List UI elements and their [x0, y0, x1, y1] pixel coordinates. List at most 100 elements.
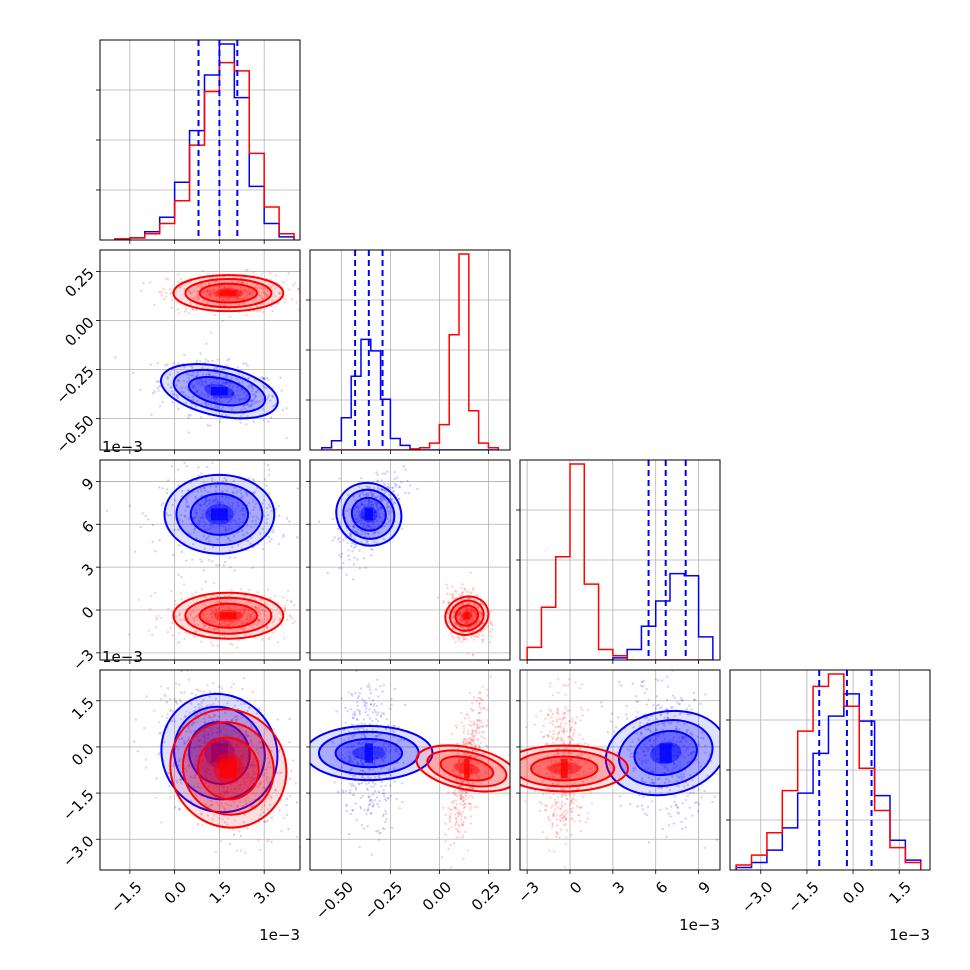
- blue-point: [352, 525, 355, 529]
- red-point: [195, 773, 198, 777]
- blue-point: [155, 380, 158, 383]
- blue-point: [374, 510, 377, 513]
- red-point: [481, 698, 484, 702]
- blue-point: [249, 740, 253, 743]
- blue-point: [166, 479, 170, 482]
- red-point: [217, 607, 220, 611]
- blue-point: [183, 741, 187, 745]
- blue-point: [236, 718, 239, 721]
- red-point: [470, 613, 474, 617]
- blue-point: [356, 520, 360, 524]
- x-tick-label: 0.25: [468, 878, 504, 914]
- blue-point: [141, 512, 144, 515]
- blue-point: [382, 482, 386, 485]
- y-tick-label: 0.0: [68, 740, 98, 770]
- red-point: [463, 637, 466, 641]
- red-point: [249, 738, 253, 742]
- x-tick-label: 6: [652, 878, 671, 897]
- red-point: [474, 634, 477, 638]
- blue-point: [229, 504, 232, 508]
- red-point: [237, 740, 240, 744]
- blue-point: [352, 546, 356, 549]
- blue-point: [347, 760, 351, 763]
- red-point: [203, 625, 206, 628]
- blue-point: [380, 521, 384, 524]
- red-point: [470, 625, 474, 628]
- red-point: [235, 621, 238, 624]
- blue-point: [676, 701, 679, 704]
- red-point: [458, 604, 461, 607]
- blue-point: [243, 390, 247, 393]
- blue-point: [360, 521, 363, 525]
- blue-point: [229, 520, 232, 524]
- red-point: [212, 681, 215, 685]
- red-point: [461, 593, 464, 596]
- red-point: [235, 605, 238, 608]
- red-peak: [464, 758, 470, 779]
- red-point: [222, 786, 225, 789]
- red-point: [194, 709, 197, 712]
- blue-point: [158, 654, 160, 656]
- red-point: [461, 785, 465, 788]
- red-point: [470, 739, 474, 742]
- blue-point: [245, 397, 248, 401]
- red-point: [235, 756, 239, 759]
- red-point: [191, 776, 194, 779]
- red-point: [262, 287, 265, 291]
- red-point: [463, 737, 466, 741]
- blue-point: [383, 797, 387, 801]
- blue-point: [661, 679, 664, 682]
- red-point: [472, 708, 475, 712]
- blue-point: [375, 734, 378, 738]
- blue-point: [372, 785, 375, 788]
- blue-point: [236, 394, 240, 397]
- blue-point: [204, 580, 207, 583]
- blue-point: [380, 488, 384, 492]
- red-point: [283, 816, 286, 820]
- red-point: [252, 757, 255, 761]
- red-point: [478, 731, 481, 734]
- y-tick-label: 0: [78, 603, 97, 622]
- y-tick-label: 1.5: [68, 694, 98, 724]
- red-point: [202, 754, 205, 757]
- blue-point: [349, 708, 353, 711]
- red-point: [264, 293, 267, 296]
- blue-point: [237, 523, 240, 526]
- blue-point: [371, 522, 374, 525]
- blue-point: [114, 356, 117, 359]
- blue-point: [206, 527, 210, 531]
- blue-point: [192, 729, 196, 733]
- blue-point: [383, 827, 386, 830]
- blue-point: [231, 392, 235, 395]
- blue-point: [213, 405, 216, 408]
- red-point: [454, 640, 457, 644]
- red-point: [274, 274, 278, 277]
- red-point: [273, 618, 276, 621]
- red-point: [260, 620, 263, 624]
- red-point: [242, 629, 246, 632]
- red-point: [463, 608, 466, 612]
- blue-point: [401, 800, 404, 804]
- blue-point: [332, 741, 335, 744]
- red-point: [171, 610, 174, 613]
- red-point: [208, 277, 212, 280]
- blue-point: [211, 731, 214, 735]
- red-point: [249, 306, 252, 309]
- blue-point: [171, 401, 174, 404]
- blue-point: [365, 540, 369, 543]
- blue-point: [176, 379, 180, 382]
- red-point: [206, 273, 210, 276]
- red-point: [470, 609, 474, 612]
- red-point: [283, 607, 287, 610]
- red-point: [480, 615, 483, 619]
- red-point: [451, 595, 454, 598]
- blue-point: [365, 809, 369, 812]
- blue-point: [179, 691, 183, 694]
- red-point: [202, 613, 206, 616]
- blue-point: [358, 505, 362, 508]
- red-point: [254, 606, 257, 609]
- red-point: [256, 309, 260, 313]
- blue-point: [638, 758, 641, 761]
- blue-point: [230, 515, 233, 518]
- red-point: [211, 742, 214, 746]
